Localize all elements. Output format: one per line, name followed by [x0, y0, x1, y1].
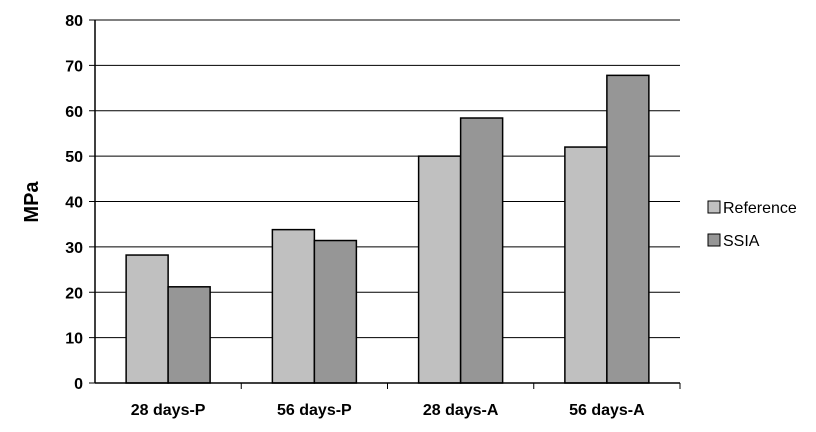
y-tick-label: 70 — [65, 58, 83, 75]
legend-label-ssia: SSIA — [723, 233, 760, 250]
bar-ssia-3 — [459, 117, 504, 384]
bar-ssia-1 — [167, 286, 211, 384]
legend-swatch-ssia — [707, 233, 721, 247]
y-tick-label: 10 — [65, 331, 83, 348]
y-tick-label: 50 — [65, 149, 83, 166]
bar-reference-3 — [417, 155, 462, 384]
bar-ssia-4 — [606, 74, 650, 384]
bar-reference-4 — [564, 146, 608, 384]
legend: Reference SSIA — [707, 200, 797, 250]
legend-swatch-reference — [707, 200, 721, 214]
y-tick-label: 60 — [65, 104, 83, 121]
bar-reference-1 — [125, 254, 169, 384]
legend-label-reference: Reference — [723, 200, 797, 217]
x-tick-label: 56 days-P — [277, 402, 352, 419]
x-tick-label: 28 days-P — [131, 402, 206, 419]
x-tick-labels: 28 days-P 56 days-P 28 days-A 56 days-A — [131, 383, 681, 419]
y-axis-label: MPa — [21, 181, 43, 223]
y-tick-label: 80 — [65, 13, 83, 30]
bar-ssia-2 — [313, 239, 358, 384]
x-tick-label: 56 days-A — [569, 402, 645, 419]
y-tick-labels: 0 10 20 30 40 50 60 70 80 — [65, 13, 95, 393]
bars — [125, 74, 650, 384]
x-tick-label: 28 days-A — [423, 402, 499, 419]
y-tick-label: 0 — [74, 376, 83, 393]
y-tick-label: 20 — [65, 285, 83, 302]
bar-reference-2 — [271, 228, 316, 384]
y-tick-label: 40 — [65, 195, 83, 212]
y-tick-label: 30 — [65, 240, 83, 257]
